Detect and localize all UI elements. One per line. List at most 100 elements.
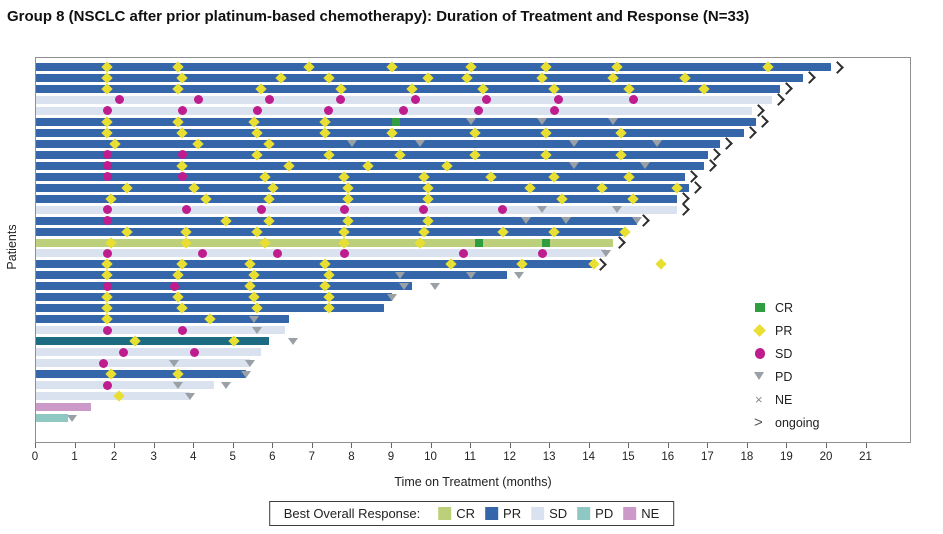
tick-label: 0 (31, 451, 39, 463)
pd-triangle-icon (521, 217, 532, 225)
sd-circle-icon (177, 106, 187, 116)
tick-label: 1 (71, 451, 78, 463)
bar-legend-swatch (577, 507, 591, 520)
sd-circle-icon (102, 161, 112, 171)
pd-triangle-icon (185, 392, 196, 400)
sd-circle-icon (256, 205, 266, 215)
tick-mark (35, 443, 36, 448)
sd-circle-icon (114, 95, 124, 105)
pd-triangle-icon (600, 249, 611, 257)
ongoing-arrow-icon (771, 93, 785, 107)
tick-mark (470, 443, 472, 448)
patient-bar (36, 282, 412, 291)
cr-square-icon (474, 238, 483, 247)
bar-legend-item: SD (531, 506, 567, 521)
marker-legend-symbol: > (753, 413, 769, 431)
tick-mark (153, 443, 155, 448)
patient-bar (36, 359, 250, 368)
tick-mark (826, 443, 827, 448)
sd-circle-icon (339, 248, 349, 258)
bar-legend-swatch (531, 507, 545, 520)
cr-square-icon (755, 302, 765, 313)
marker-legend-label: ongoing (775, 415, 820, 430)
tick-mark (588, 443, 590, 448)
tick-label: 6 (269, 451, 276, 463)
sd-circle-icon (264, 95, 274, 105)
patient-bar (36, 183, 689, 192)
patient-bar (36, 370, 246, 379)
pd-triangle-icon (612, 206, 623, 214)
tick-label: 15 (621, 451, 635, 463)
tick-mark (707, 443, 709, 448)
pd-triangle-icon (430, 282, 441, 290)
sd-circle-icon (411, 95, 421, 105)
sd-circle-icon (102, 216, 112, 226)
tick-mark (628, 443, 630, 448)
patient-bar (36, 73, 804, 82)
sd-circle-icon (102, 150, 112, 160)
patient-bar (36, 392, 191, 401)
sd-circle-icon (252, 106, 262, 116)
tick-mark (865, 443, 867, 448)
patient-bar (36, 216, 638, 225)
pd-triangle-icon (414, 140, 425, 148)
sd-circle-icon (339, 205, 349, 215)
pd-triangle-icon (466, 118, 477, 126)
pd-triangle-icon (640, 162, 651, 170)
patient-bar (36, 227, 626, 236)
sd-circle-icon (189, 347, 199, 357)
plot-area (36, 58, 910, 442)
pd-triangle-icon (651, 140, 662, 148)
cr-square-icon (391, 117, 400, 126)
ongoing-arrow-icon (779, 82, 793, 96)
sd-circle-icon (458, 248, 468, 258)
marker-legend-item: SD (753, 342, 820, 365)
tick-label: 21 (859, 451, 872, 463)
bar-legend-label: NE (641, 506, 660, 521)
tick-label: 2 (110, 451, 118, 463)
pd-triangle-icon (248, 315, 259, 323)
cr-square-icon (542, 238, 551, 247)
tick-mark (74, 443, 76, 448)
tick-mark (193, 443, 195, 448)
marker-legend-symbol (753, 347, 769, 361)
ongoing-arrow-icon: > (754, 413, 763, 431)
patient-bar (36, 106, 752, 115)
pd-triangle-icon (169, 359, 180, 367)
patient-bar (36, 348, 262, 357)
marker-legend-label: CR (775, 300, 794, 315)
sd-circle-icon (193, 95, 203, 105)
tick-label: 5 (229, 451, 236, 463)
ongoing-arrow-icon (704, 159, 718, 173)
tick-label: 7 (308, 451, 316, 463)
sd-circle-icon (98, 358, 108, 368)
tick-label: 4 (189, 451, 197, 463)
tick-mark (232, 443, 234, 448)
pd-triangle-icon (173, 381, 184, 389)
tick-mark (786, 443, 788, 448)
patient-bar (36, 414, 68, 423)
sd-circle-icon (177, 325, 187, 335)
patient-bar (36, 293, 392, 302)
patient-bar (36, 139, 721, 148)
sd-circle-icon (324, 106, 334, 116)
tick-mark (746, 443, 748, 448)
ongoing-arrow-icon (803, 71, 817, 85)
pd-triangle-icon (220, 381, 231, 389)
pd-triangle-icon (398, 282, 409, 290)
pd-triangle-icon (66, 414, 77, 422)
patient-bar (36, 326, 286, 335)
tick-label: 16 (661, 451, 675, 463)
bar-legend-item: NE (623, 506, 659, 521)
patient-bar (36, 95, 772, 104)
tick-mark (114, 443, 116, 448)
sd-circle-icon (118, 347, 128, 357)
marker-legend-symbol: × (753, 393, 769, 407)
patient-bar (36, 260, 594, 269)
marker-legend-item: PD (753, 365, 820, 388)
ongoing-arrow-icon (720, 137, 734, 151)
pd-triangle-icon (347, 140, 358, 148)
pd-triangle-icon (244, 359, 255, 367)
bar-legend-label: PR (503, 506, 522, 521)
sd-circle-icon (537, 248, 547, 258)
